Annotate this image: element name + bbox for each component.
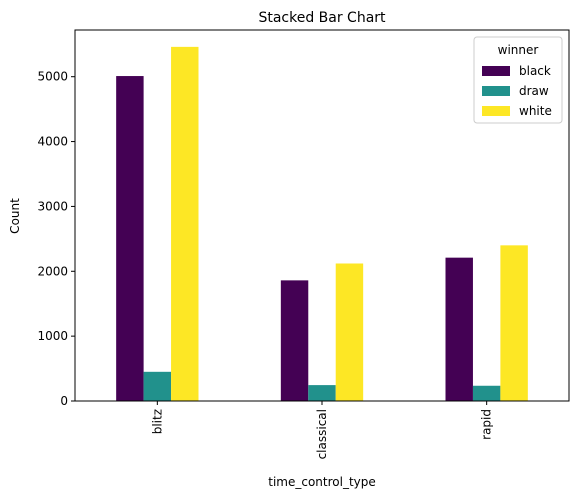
bar-blitz-black	[116, 76, 143, 401]
y-tick-label: 1000	[37, 329, 68, 343]
bar-classical-black	[281, 280, 308, 401]
y-tick-label: 3000	[37, 199, 68, 213]
legend-label-draw: draw	[519, 84, 549, 98]
bar-blitz-draw	[144, 372, 171, 401]
x-axis-label: time_control_type	[268, 475, 376, 489]
x-tick-label-classical: classical	[315, 409, 329, 459]
y-tick-label: 4000	[37, 135, 68, 149]
chart-title: Stacked Bar Chart	[258, 10, 386, 26]
bar-rapid-draw	[473, 386, 500, 401]
y-tick-label: 0	[60, 394, 68, 408]
y-axis-label: Count	[8, 198, 22, 234]
legend-swatch-black	[482, 66, 510, 76]
bars-group	[116, 47, 528, 401]
y-axis: 0 1000 2000 3000 4000 5000	[37, 70, 75, 408]
bar-classical-draw	[308, 385, 335, 401]
legend-label-black: black	[519, 64, 551, 78]
x-tick-label-rapid: rapid	[480, 409, 494, 440]
bar-blitz-white	[171, 47, 198, 401]
bar-rapid-white	[500, 245, 527, 401]
x-tick-label-blitz: blitz	[150, 409, 164, 434]
legend-label-white: white	[519, 104, 552, 118]
legend: winner black draw white	[474, 37, 562, 123]
bar-classical-white	[336, 263, 363, 401]
legend-swatch-draw	[482, 86, 510, 96]
x-axis: blitz classical rapid	[150, 401, 493, 459]
y-tick-label: 2000	[37, 264, 68, 278]
bar-rapid-black	[446, 258, 473, 401]
legend-title: winner	[498, 43, 539, 57]
y-tick-label: 5000	[37, 70, 68, 84]
legend-swatch-white	[482, 106, 510, 116]
